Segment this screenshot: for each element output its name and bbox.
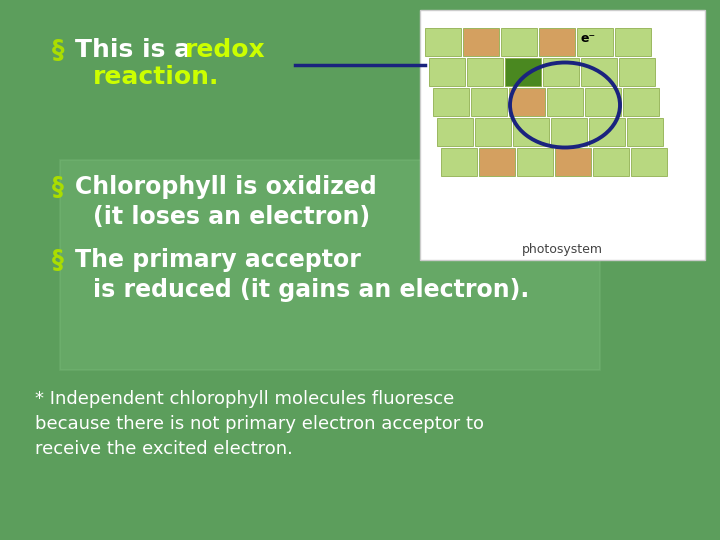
Bar [501, 28, 537, 56]
Bar [513, 118, 549, 146]
Bar [60, 160, 600, 370]
Bar [463, 28, 499, 56]
Bar [433, 88, 469, 116]
Text: §: § [52, 38, 65, 62]
Bar [555, 148, 591, 176]
Bar [577, 28, 613, 56]
Bar [509, 88, 545, 116]
Bar [467, 58, 503, 86]
Bar [585, 88, 621, 116]
Bar [425, 28, 461, 56]
Bar [475, 118, 511, 146]
Bar [441, 148, 477, 176]
Bar [615, 28, 651, 56]
Bar [551, 118, 587, 146]
Text: The primary acceptor: The primary acceptor [75, 248, 361, 272]
Text: photosystem: photosystem [521, 244, 603, 256]
Text: e⁻: e⁻ [580, 31, 595, 44]
Bar [517, 148, 553, 176]
Bar [589, 118, 625, 146]
Bar [437, 118, 473, 146]
Bar [471, 88, 507, 116]
Bar [631, 148, 667, 176]
Bar [543, 58, 579, 86]
Bar [429, 58, 465, 86]
Text: (it loses an electron): (it loses an electron) [93, 205, 370, 229]
Text: §: § [52, 175, 64, 199]
Bar [420, 10, 705, 260]
Text: This is a: This is a [75, 38, 200, 62]
Text: §: § [52, 248, 64, 272]
Bar [479, 148, 515, 176]
Bar [539, 28, 575, 56]
Bar [627, 118, 663, 146]
Bar [505, 58, 541, 86]
Text: reaction.: reaction. [93, 65, 220, 89]
Bar [619, 58, 655, 86]
Bar [623, 88, 659, 116]
Bar [581, 58, 617, 86]
Text: * Independent chlorophyll molecules fluoresce
because there is not primary elect: * Independent chlorophyll molecules fluo… [35, 390, 484, 458]
Bar [505, 58, 541, 86]
Bar [593, 148, 629, 176]
Text: Chlorophyll is oxidized: Chlorophyll is oxidized [75, 175, 377, 199]
Text: redox: redox [185, 38, 266, 62]
Bar [547, 88, 583, 116]
Text: is reduced (it gains an electron).: is reduced (it gains an electron). [93, 278, 529, 302]
